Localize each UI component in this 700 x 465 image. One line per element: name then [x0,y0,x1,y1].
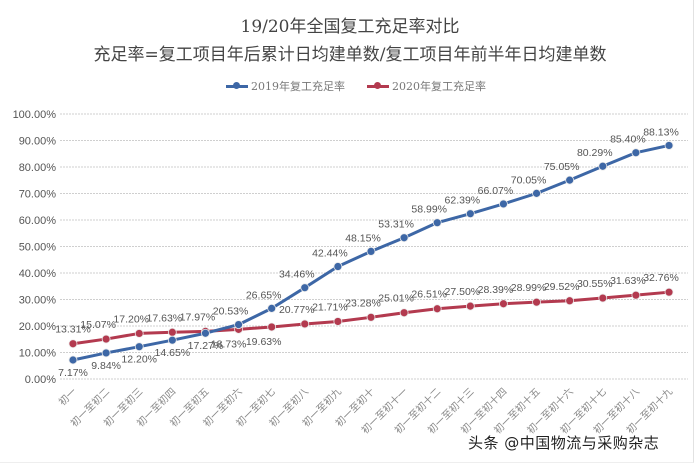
data-label: 28.39% [478,284,514,296]
y-tick-label: 40.00% [19,268,57,280]
data-label: 12.20% [121,354,157,366]
data-point-marker-icon [267,322,277,332]
y-tick-label: 90.00% [19,136,57,148]
chart-legend: 2019年复工充足率 2020年复工充足率 [226,78,486,94]
data-label: 17.97% [180,311,216,323]
data-point-marker-icon [201,328,210,338]
y-tick-label: 10.00% [19,348,57,360]
data-label: 25.01% [378,293,414,305]
data-label: 48.15% [345,232,381,244]
data-label: 58.99% [411,204,447,216]
data-label: 21.71% [312,301,348,313]
data-label: 9.84% [91,360,121,372]
data-point-marker-icon [631,290,641,300]
data-label: 26.51% [411,289,447,301]
data-point-marker-icon [167,335,177,345]
legend-item-2020: 2020年复工充足率 [367,78,486,94]
data-point-marker-icon [333,262,343,271]
y-tick-label: 30.00% [19,295,57,307]
y-tick-label: 0.00% [25,374,56,386]
data-label: 31.63% [610,275,646,287]
data-label: 42.44% [312,248,348,260]
data-point-marker-icon [366,247,376,256]
data-point-marker-icon [532,188,541,198]
legend-line-marker-icon [226,82,248,89]
data-label: 7.17% [58,367,88,379]
data-point-marker-icon [167,327,177,337]
data-label: 75.05% [544,161,580,173]
data-label: 20.77% [279,304,315,316]
y-tick-label: 70.00% [19,189,57,201]
chart-subtitle: 充足率=复工项目年后累计日均建单数/复工项目年前半年日均建单数 [93,45,607,65]
data-label: 13.31% [55,324,91,336]
data-point-marker-icon [465,301,475,311]
data-point-marker-icon [631,148,641,158]
data-point-marker-icon [234,320,243,329]
x-tick-label: 初一 [56,385,79,408]
data-label: 17.20% [113,313,149,325]
data-label: 80.29% [577,147,613,159]
watermark: 头条 @中国物流与采购杂志 [468,434,660,452]
data-point-marker-icon [432,304,442,314]
data-label: 20.53% [213,306,249,318]
data-label: 85.40% [610,134,646,146]
y-tick-label: 50.00% [19,242,57,254]
y-tick-label: 60.00% [19,215,57,227]
data-point-marker-icon [664,141,674,150]
data-point-marker-icon [598,293,608,303]
data-point-marker-icon [101,348,111,358]
data-point-marker-icon [565,296,575,306]
data-label: 15.07% [80,319,116,331]
data-point-marker-icon [366,312,376,322]
data-label: 30.55% [577,278,613,290]
data-point-marker-icon [432,218,442,228]
data-point-marker-icon [267,303,277,313]
data-point-marker-icon [565,175,575,185]
data-label: 19.63% [246,336,282,348]
data-label: 88.13% [643,126,679,138]
data-point-marker-icon [664,287,674,297]
data-label: 53.31% [378,219,414,231]
data-label: 17.63% [147,312,183,324]
data-label: 27.50% [445,286,481,298]
data-point-marker-icon [465,209,475,219]
data-point-marker-icon [68,355,78,365]
data-point-marker-icon [134,342,144,352]
data-point-marker-icon [399,233,409,243]
data-label: 18.73% [211,338,247,350]
data-point-marker-icon [300,283,310,293]
legend-label: 2020年复工充足率 [392,80,486,93]
legend-item-2019: 2019年复工充足率 [226,78,345,94]
data-point-marker-icon [300,319,310,329]
legend-label: 2019年复工充足率 [251,80,345,93]
y-tick-label: 20.00% [19,321,57,333]
data-label: 32.76% [643,272,679,284]
chart-title: 19/20年全国复工充足率对比 [240,17,460,37]
data-label: 23.28% [345,297,381,309]
data-label: 34.46% [279,269,315,281]
data-point-marker-icon [499,299,508,309]
data-point-marker-icon [333,317,343,326]
data-point-marker-icon [598,161,608,171]
data-label: 70.05% [511,174,547,186]
data-label: 14.65% [155,347,191,359]
data-point-marker-icon [68,339,78,349]
legend-line-marker-icon [367,82,389,89]
data-label: 66.07% [478,185,514,197]
y-tick-label: 80.00% [19,162,57,174]
data-point-marker-icon [101,334,111,344]
data-label: 62.39% [445,195,481,207]
data-label: 26.65% [246,289,282,301]
data-point-marker-icon [134,329,144,338]
y-tick-label: 100.00% [13,109,57,121]
data-label: 28.99% [511,282,547,294]
data-label: 17.27% [188,340,224,352]
data-label: 29.52% [544,281,580,293]
data-point-marker-icon [532,297,541,307]
data-point-marker-icon [399,308,409,318]
data-point-marker-icon [499,199,508,209]
